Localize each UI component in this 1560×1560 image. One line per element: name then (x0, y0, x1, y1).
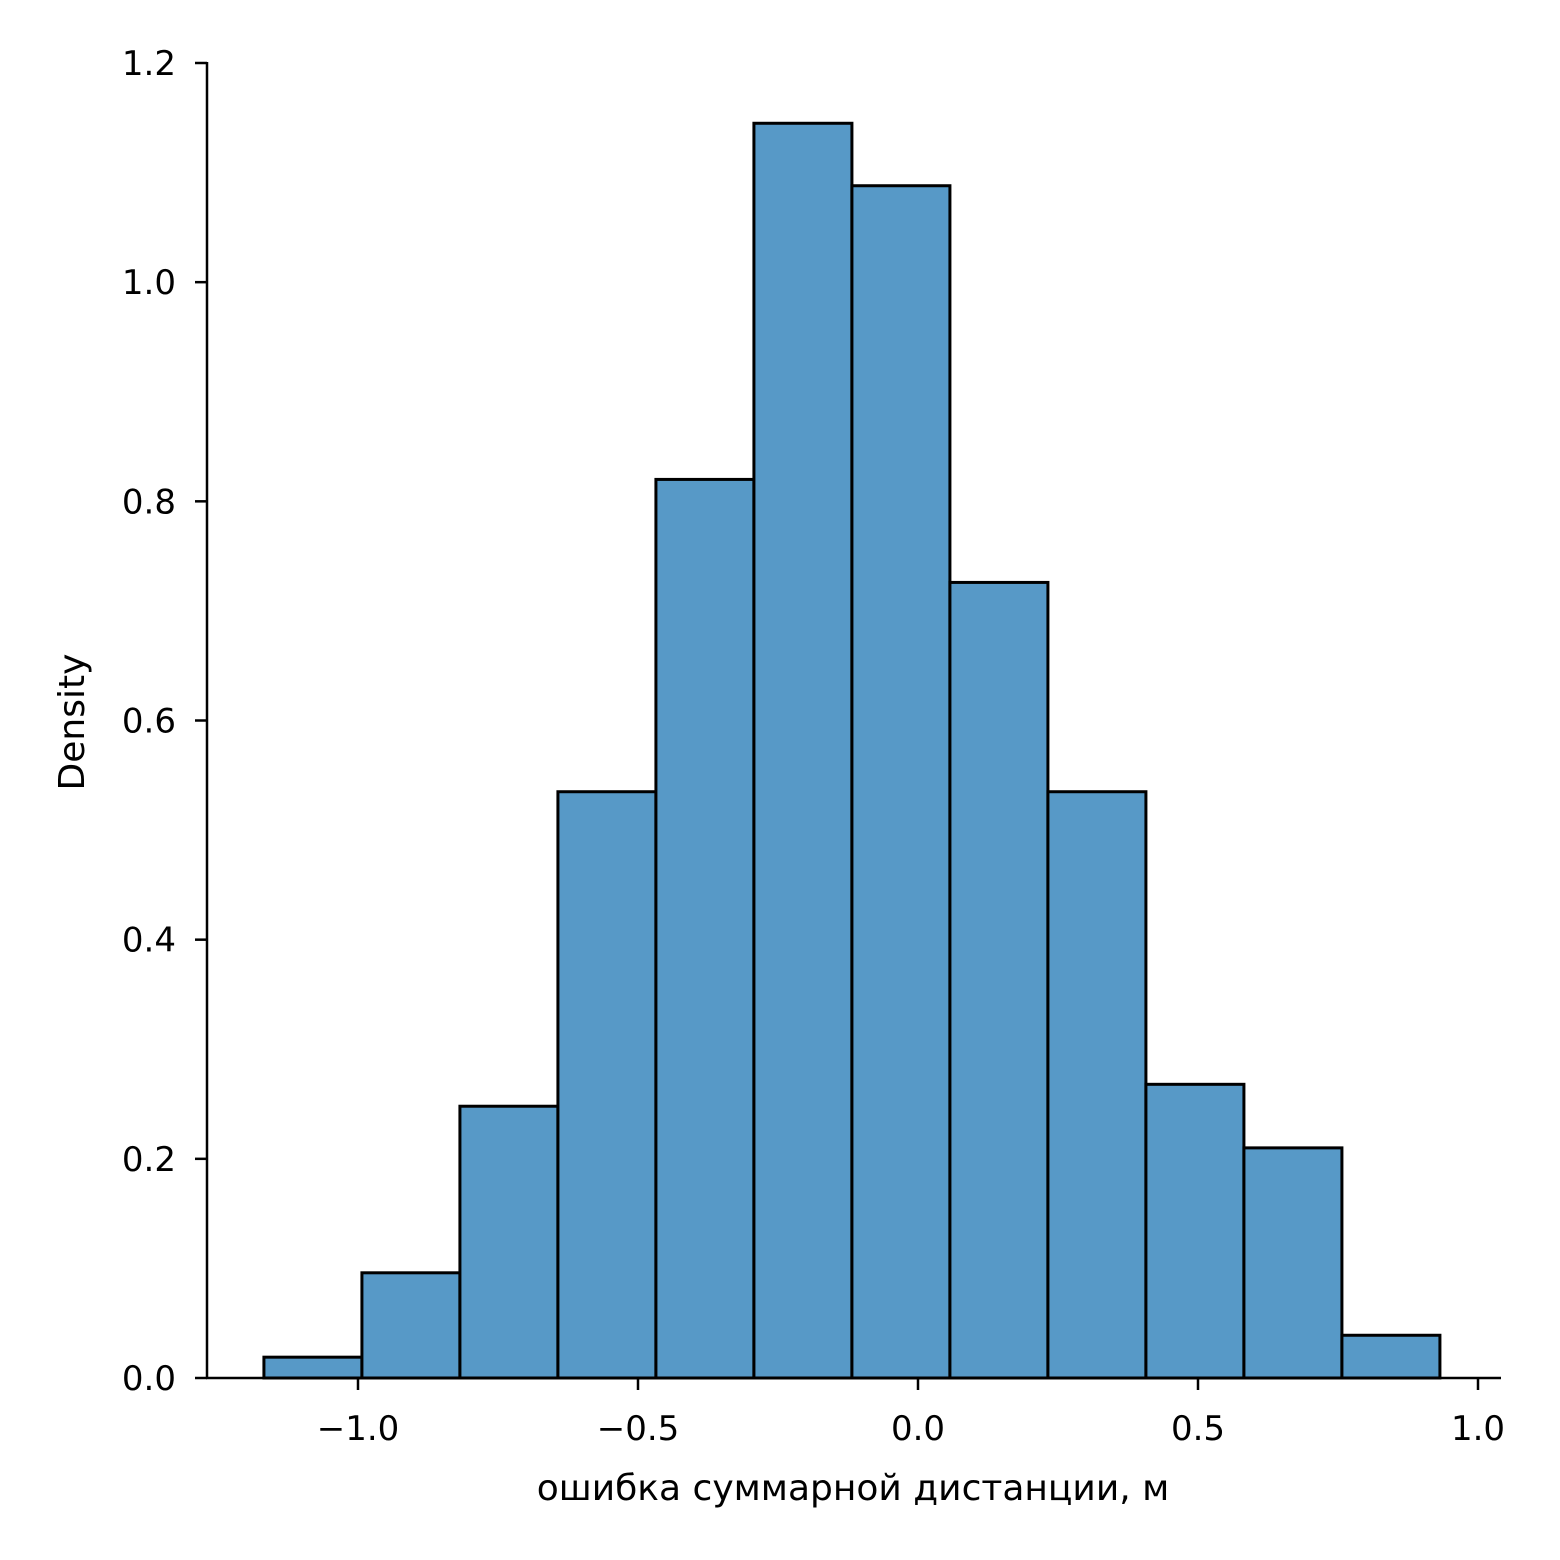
y-tick-label: 0.8 (122, 482, 176, 522)
y-tick-label: 0.2 (122, 1140, 176, 1180)
histogram-bar (1340, 1333, 1442, 1380)
y-tick-label: 0.6 (122, 702, 176, 742)
y-tick-label: 0.0 (122, 1359, 176, 1399)
histogram-bar (654, 477, 756, 1380)
x-tick-label: 0.0 (891, 1409, 945, 1449)
histogram-bar (752, 121, 854, 1380)
y-tick-label: 1.0 (122, 263, 176, 303)
histogram-bar (262, 1355, 364, 1380)
y-tick-label: 1.2 (122, 44, 176, 84)
y-axis-label: Density (52, 654, 93, 791)
histogram-bar (948, 580, 1050, 1380)
x-tick-label: −0.5 (597, 1409, 680, 1449)
histogram-bar (556, 790, 658, 1380)
histogram-bar (1144, 1082, 1246, 1380)
bars-group (262, 121, 1442, 1380)
histogram-bar (360, 1271, 462, 1380)
histogram-bar (458, 1104, 560, 1380)
x-tick-label: 1.0 (1451, 1409, 1505, 1449)
y-ticks: 0.0 0.2 0.4 0.6 0.8 1.0 1.2 (122, 44, 207, 1399)
x-tick-label: 0.5 (1171, 1409, 1225, 1449)
histogram-bar (850, 184, 952, 1380)
x-tick-label: −1.0 (317, 1409, 400, 1449)
x-axis-label: ошибка суммарной дистанции, м (537, 1468, 1170, 1509)
x-ticks: −1.0 −0.5 0.0 0.5 1.0 (317, 1378, 1505, 1449)
histogram-bar (1242, 1146, 1344, 1380)
histogram-bar (1046, 790, 1148, 1380)
y-tick-label: 0.4 (122, 921, 176, 961)
